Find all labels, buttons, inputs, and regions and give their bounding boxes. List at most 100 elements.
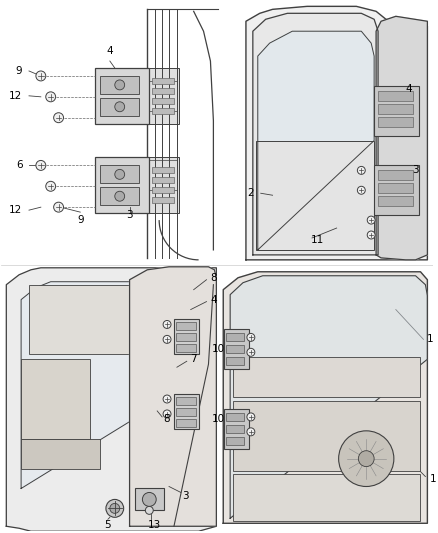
Text: 8: 8 [210,273,217,282]
Bar [378,91,413,101]
Circle shape [53,202,64,212]
Bar [152,167,174,173]
Bar [374,165,418,215]
Polygon shape [6,268,216,531]
Bar [378,171,413,180]
Bar [224,329,249,369]
Text: 12: 12 [9,205,22,215]
Circle shape [36,71,46,81]
Circle shape [247,428,255,436]
Circle shape [115,80,125,90]
Text: 3: 3 [412,165,419,175]
Text: 4: 4 [405,84,412,94]
Polygon shape [223,272,427,523]
Text: 3: 3 [183,491,189,502]
Bar [152,98,174,104]
Circle shape [357,187,365,194]
Bar [374,86,418,135]
Text: 3: 3 [126,210,133,220]
Bar [100,98,139,116]
Circle shape [358,451,374,466]
Bar [176,344,196,352]
Circle shape [247,349,255,356]
Circle shape [163,395,171,403]
Circle shape [142,492,156,506]
Text: 5: 5 [105,520,111,530]
Text: 4: 4 [106,46,113,56]
Text: 12: 12 [9,91,22,101]
Bar [176,334,196,341]
Bar [29,285,167,354]
Text: 1: 1 [430,473,437,483]
Text: 10: 10 [212,344,225,354]
Circle shape [367,231,375,239]
Circle shape [339,431,394,487]
Circle shape [106,499,124,518]
Bar [378,117,413,127]
Bar [152,177,174,183]
Bar [224,409,249,449]
Bar [233,357,420,397]
Bar [149,68,179,124]
Bar [21,439,100,469]
Bar [226,345,244,353]
Bar [95,157,149,213]
Bar [152,197,174,203]
Circle shape [115,169,125,179]
Text: 4: 4 [210,295,217,305]
Bar [134,488,164,511]
Text: 10: 10 [212,414,225,424]
Text: 11: 11 [310,235,324,245]
Bar [152,187,174,193]
Bar [152,78,174,84]
Text: 6: 6 [16,160,22,171]
Bar [176,397,196,405]
Text: 1: 1 [427,334,434,344]
Circle shape [115,102,125,112]
Circle shape [145,506,153,514]
Circle shape [53,112,64,123]
Polygon shape [21,282,198,488]
Bar [176,419,196,427]
Bar [149,157,179,213]
Circle shape [163,410,171,418]
Bar [378,196,413,206]
Circle shape [36,160,46,171]
Polygon shape [253,13,378,255]
Circle shape [115,191,125,201]
Circle shape [247,413,255,421]
Text: 7: 7 [191,354,197,364]
Polygon shape [230,276,427,518]
Bar [378,183,413,193]
Bar [226,425,244,433]
Circle shape [46,181,56,191]
Bar [226,437,244,445]
Polygon shape [376,17,427,260]
Circle shape [163,320,171,328]
Circle shape [357,166,365,174]
Bar [100,187,139,205]
Text: 9: 9 [16,66,22,76]
Bar [233,474,420,521]
Bar [226,413,244,421]
Bar [226,334,244,341]
Circle shape [46,92,56,102]
Bar [21,359,90,439]
Polygon shape [130,267,216,526]
Bar [100,165,139,183]
Bar [100,76,139,94]
Bar [256,141,374,250]
Circle shape [247,334,255,341]
Bar [152,108,174,114]
Bar [95,68,149,124]
Circle shape [110,503,120,513]
Bar [174,319,198,354]
Bar [226,357,244,365]
Bar [233,401,420,471]
Polygon shape [258,31,374,250]
Bar [174,394,198,429]
Text: 9: 9 [77,215,84,225]
Bar [378,104,413,114]
Circle shape [163,335,171,343]
Circle shape [367,216,375,224]
